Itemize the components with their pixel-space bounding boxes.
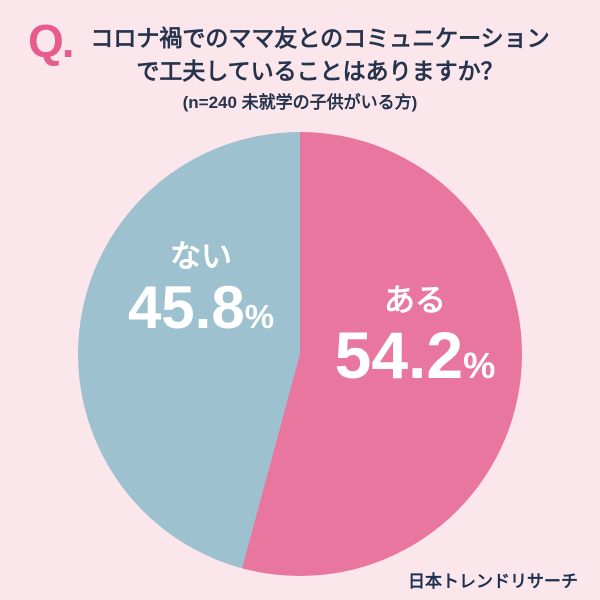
pie-slice-label-aru: ある 54.2% [300, 283, 530, 388]
pie-chart: ない 45.8% ある 54.2% [78, 132, 522, 576]
slice-percent-aru: 54.2 [334, 318, 464, 393]
question-title: コロナ禍でのママ友とのコミュニケーション で工夫していることはありますか？ [60, 22, 580, 87]
slice-value-nai: 45.8% [86, 278, 316, 338]
sample-size-subtitle: (n=240 未就学の子供がいる方) [182, 93, 418, 112]
question-title-line1: コロナ禍でのママ友とのコミュニケーション [90, 25, 550, 51]
slice-name-nai: ない [170, 239, 232, 274]
question-title-line2: で工夫していることはありますか？ [136, 57, 504, 84]
pie-slice-label-nai: ない 45.8% [86, 239, 316, 338]
source-credit: 日本トレンドリサーチ [408, 572, 578, 591]
percent-sign-nai: % [244, 298, 275, 336]
percent-sign-aru: % [463, 345, 496, 387]
slice-name-aru: ある [384, 283, 446, 318]
slice-value-aru: 54.2% [300, 322, 530, 388]
question-mark-label: Q. [28, 15, 75, 67]
slice-percent-nai: 45.8 [127, 274, 245, 342]
